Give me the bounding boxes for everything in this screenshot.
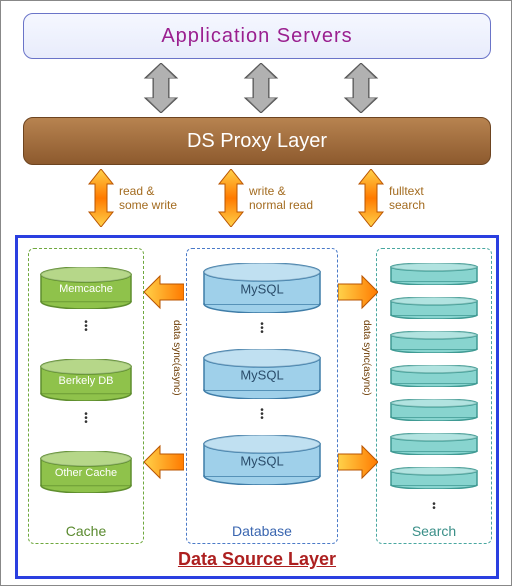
database-label: Database <box>187 523 337 539</box>
cache-label: Cache <box>29 523 143 539</box>
sync-arrow-icon <box>338 274 378 310</box>
ds-proxy-title: DS Proxy Layer <box>187 130 327 153</box>
bidirectional-arrow-icon <box>341 63 381 113</box>
ellipsis-dots: ••• <box>84 321 88 333</box>
database-column: MySQL ••• MySQL ••• MySQL Database <box>186 248 338 544</box>
search-label: Search <box>377 523 491 539</box>
double-arrow-icon <box>87 169 115 227</box>
cylinder-label: MySQL <box>203 368 321 383</box>
ds-proxy-layer-box: DS Proxy Layer <box>23 117 491 165</box>
ellipsis-dots: ••• <box>84 413 88 425</box>
proxy-to-ds-arrow: write &normal read <box>217 169 313 227</box>
cylinder-label: MySQL <box>203 454 321 469</box>
cache-cylinder: Other Cache <box>40 451 132 493</box>
search-cylinder <box>390 263 478 285</box>
sync-arrow-icon <box>144 274 184 310</box>
sync-label: data sync(async) <box>358 320 372 396</box>
search-cylinder <box>390 433 478 455</box>
database-cylinder: MySQL <box>203 263 321 313</box>
database-cylinder: MySQL <box>203 435 321 485</box>
cylinder-label: MySQL <box>203 282 321 297</box>
cylinder-label: Memcache <box>40 283 132 295</box>
arrow-label: read &some write <box>119 184 177 213</box>
cache-cylinder: Memcache <box>40 267 132 309</box>
cache-cylinder: Berkely DB <box>40 359 132 401</box>
ellipsis-dots: ••• <box>260 409 264 421</box>
application-servers-box: Application Servers <box>23 13 491 59</box>
proxy-to-ds-arrow: fulltextsearch <box>357 169 425 227</box>
data-source-layer-title: Data Source Layer <box>18 549 496 570</box>
diagram-canvas: Application Servers DS Proxy Layer read … <box>1 1 511 585</box>
double-arrow-icon <box>217 169 245 227</box>
cylinder-label: Other Cache <box>40 467 132 479</box>
arrow-label: write &normal read <box>249 184 313 213</box>
arrow-label: fulltextsearch <box>389 184 425 213</box>
application-servers-title: Application Servers <box>161 25 352 48</box>
bidirectional-arrow-icon <box>241 63 281 113</box>
database-cylinder: MySQL <box>203 349 321 399</box>
cylinder-label: Berkely DB <box>40 375 132 387</box>
data-source-layer-box: Memcache ••• Berkely DB ••• Other Cache Ca… <box>15 235 499 579</box>
ellipsis-dots: ••• <box>260 323 264 335</box>
search-cylinder <box>390 331 478 353</box>
sync-label: data sync(async) <box>168 320 182 396</box>
search-cylinder <box>390 365 478 387</box>
sync-arrow-icon <box>338 444 378 480</box>
sync-arrow-icon <box>144 444 184 480</box>
bidirectional-arrow-icon <box>141 63 181 113</box>
cache-column: Memcache ••• Berkely DB ••• Other Cache Ca… <box>28 248 144 544</box>
search-cylinder <box>390 399 478 421</box>
search-cylinder <box>390 467 478 489</box>
search-column: •• Search <box>376 248 492 544</box>
proxy-to-ds-arrow: read &some write <box>87 169 177 227</box>
double-arrow-icon <box>357 169 385 227</box>
search-cylinder <box>390 297 478 319</box>
ellipsis-dots: •• <box>432 503 436 511</box>
